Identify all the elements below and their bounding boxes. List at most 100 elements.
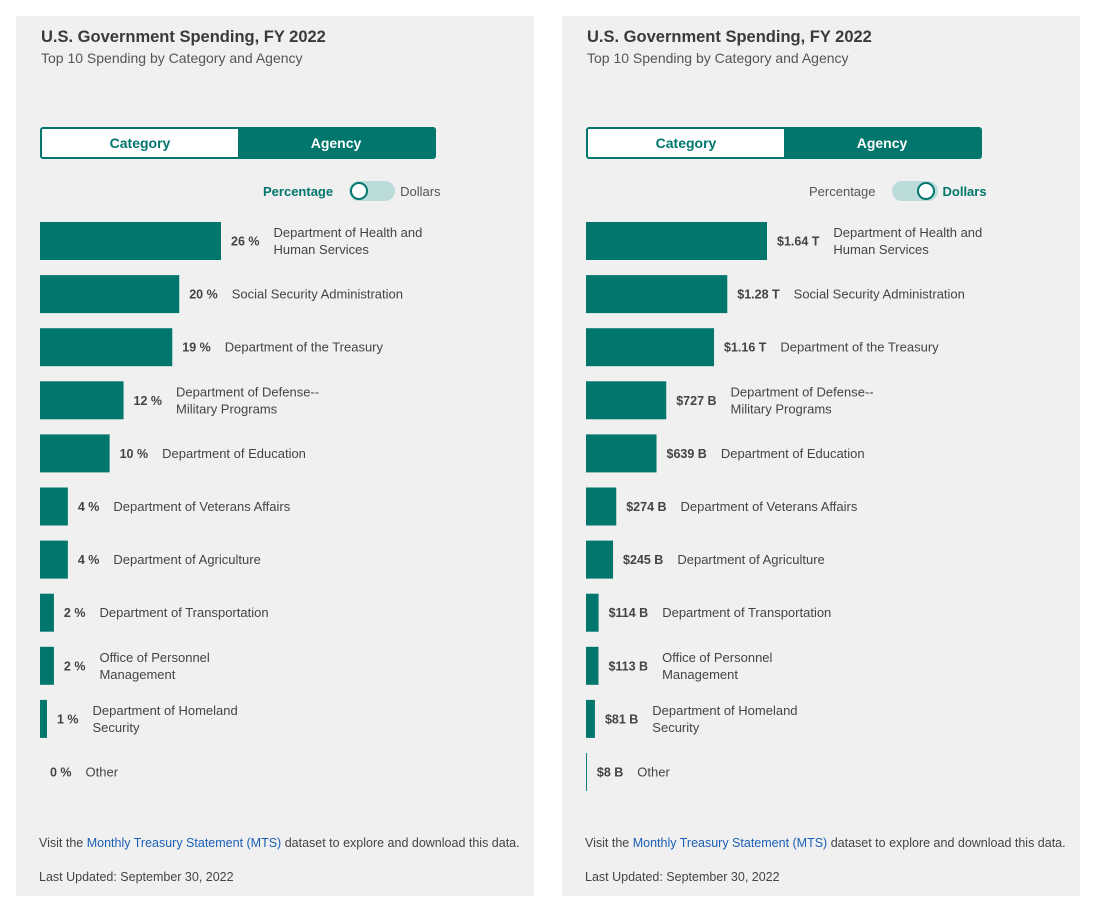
- last-updated: Last Updated: September 30, 2022: [39, 870, 234, 884]
- spending-panel-dollars: U.S. Government Spending, FY 2022 Top 10…: [562, 16, 1080, 896]
- bar: [40, 593, 54, 632]
- bar-row: $1.28 T Social Security Administration: [586, 275, 965, 314]
- toggle-knob: [916, 182, 935, 200]
- chart-title: U.S. Government Spending, FY 2022: [41, 28, 326, 46]
- bar-row: 0 % Other: [50, 765, 119, 780]
- bar: [40, 487, 68, 526]
- bar-row: $113 B Office of Personnel Management: [586, 646, 773, 685]
- footer-suffix: dataset to explore and download this dat…: [281, 836, 520, 850]
- tab-category[interactable]: Category: [42, 129, 238, 157]
- bar: [586, 434, 657, 473]
- category-label: Office of Personnel Management: [662, 650, 772, 682]
- tab-category[interactable]: Category: [588, 129, 784, 157]
- dollars-label[interactable]: Dollars: [942, 183, 987, 199]
- bar-row: 12 % Department of Defense--Military Prog…: [40, 381, 319, 420]
- footer-note: Visit the Monthly Treasury Statement (MT…: [585, 836, 1066, 850]
- mts-dataset-link[interactable]: Monthly Treasury Statement (MTS): [86, 836, 282, 850]
- bar: [586, 275, 728, 314]
- category-label: Department of Defense--Military Programs: [731, 384, 874, 416]
- value-label: $245 B: [623, 553, 663, 567]
- value-label: 4 %: [78, 500, 100, 514]
- bar: [40, 381, 124, 420]
- unit-toggle-switch[interactable]: [891, 181, 938, 201]
- value-label: 19 %: [182, 341, 211, 355]
- value-label: $1.28 T: [737, 288, 780, 302]
- bar-row: $639 B Department of Education: [586, 434, 865, 473]
- value-label: 20 %: [189, 288, 218, 302]
- bar-row: 26 % Department of Health and Human Servic…: [40, 222, 422, 260]
- footer-note: Visit the Monthly Treasury Statement (MT…: [39, 836, 520, 850]
- bar-row: $114 B Department of Transportation: [586, 593, 831, 632]
- category-label: Social Security Administration: [794, 287, 965, 302]
- bar: [586, 753, 587, 791]
- category-label: Department of Education: [721, 446, 865, 461]
- bar: [586, 699, 595, 738]
- bar-row: 4 % Department of Agriculture: [40, 540, 261, 579]
- category-label: Department of Transportation: [662, 605, 831, 620]
- category-label: Department of Agriculture: [677, 552, 824, 567]
- bar: [586, 540, 614, 579]
- category-label: Department of the Treasury: [780, 340, 939, 355]
- category-label: Department of Veterans Affairs: [681, 499, 858, 514]
- bar: [40, 434, 110, 473]
- category-label: Department of Veterans Affairs: [113, 499, 290, 514]
- category-label: Department of the Treasury: [225, 340, 384, 355]
- bar-row: 20 % Social Security Administration: [40, 275, 403, 314]
- category-label: Office of Personnel Management: [99, 650, 209, 682]
- bar: [586, 328, 715, 367]
- view-segmented-control: Category Agency: [40, 127, 436, 159]
- value-label: $727 B: [676, 394, 716, 408]
- value-label: 4 %: [78, 553, 100, 567]
- bar-row: $1.64 T Department of Health and Human Ser…: [586, 222, 982, 260]
- percentage-label[interactable]: Percentage: [263, 183, 334, 199]
- category-label: Department of Health and Human Services: [833, 225, 982, 257]
- bar-row: 2 % Department of Transportation: [40, 593, 269, 632]
- category-label: Department of Health and Human Services: [274, 225, 423, 257]
- bar: [40, 699, 47, 738]
- category-label: Social Security Administration: [232, 287, 403, 302]
- dollars-label[interactable]: Dollars: [400, 183, 441, 199]
- chart-subtitle: Top 10 Spending by Category and Agency: [587, 50, 849, 66]
- value-label: $1.64 T: [777, 235, 820, 249]
- value-label: 2 %: [64, 606, 86, 620]
- category-label: Other: [637, 765, 670, 780]
- mts-dataset-link[interactable]: Monthly Treasury Statement (MTS): [632, 836, 828, 850]
- bar: [586, 487, 617, 526]
- bar: [40, 328, 173, 367]
- bar-row: 10 % Department of Education: [40, 434, 306, 473]
- value-label: 0 %: [50, 766, 72, 780]
- unit-toggle-switch[interactable]: [349, 181, 396, 201]
- value-label: 1 %: [57, 712, 79, 726]
- bar-row: $81 B Department of Homeland Security: [586, 699, 798, 738]
- tab-agency[interactable]: Agency: [784, 129, 980, 157]
- bar-row: $245 B Department of Agriculture: [586, 540, 825, 579]
- value-label: $8 B: [597, 766, 623, 780]
- bar-row: 19 % Department of the Treasury: [40, 328, 384, 367]
- bar-row: 2 % Office of Personnel Management: [40, 646, 210, 685]
- last-updated: Last Updated: September 30, 2022: [585, 870, 780, 884]
- category-label: Department of Defense--Military Programs: [176, 384, 319, 416]
- percentage-label[interactable]: Percentage: [809, 183, 876, 199]
- bar-row: 1 % Department of Homeland Security: [40, 699, 238, 738]
- category-label: Department of Education: [162, 446, 306, 461]
- category-label: Department of Agriculture: [113, 552, 260, 567]
- category-label: Department of Homeland Security: [652, 703, 797, 735]
- category-label: Other: [86, 765, 119, 780]
- spending-panel-percentage: U.S. Government Spending, FY 2022 Top 10…: [16, 16, 534, 896]
- footer-prefix: Visit the: [585, 836, 633, 850]
- value-label: $81 B: [605, 712, 638, 726]
- bar-row: 4 % Department of Veterans Affairs: [40, 487, 291, 526]
- bar: [40, 540, 68, 579]
- chart-title: U.S. Government Spending, FY 2022: [587, 28, 872, 46]
- chart-subtitle: Top 10 Spending by Category and Agency: [41, 50, 303, 66]
- view-segmented-control: Category Agency: [586, 127, 982, 159]
- bar: [586, 222, 767, 260]
- bar: [586, 381, 667, 420]
- category-label: Department of Transportation: [99, 605, 268, 620]
- value-label: $274 B: [626, 500, 666, 514]
- tab-agency[interactable]: Agency: [238, 129, 434, 157]
- bar: [586, 646, 599, 685]
- footer-prefix: Visit the: [39, 836, 87, 850]
- unit-toggle-row: Percentage Dollars: [809, 181, 987, 201]
- value-label: 12 %: [134, 394, 163, 408]
